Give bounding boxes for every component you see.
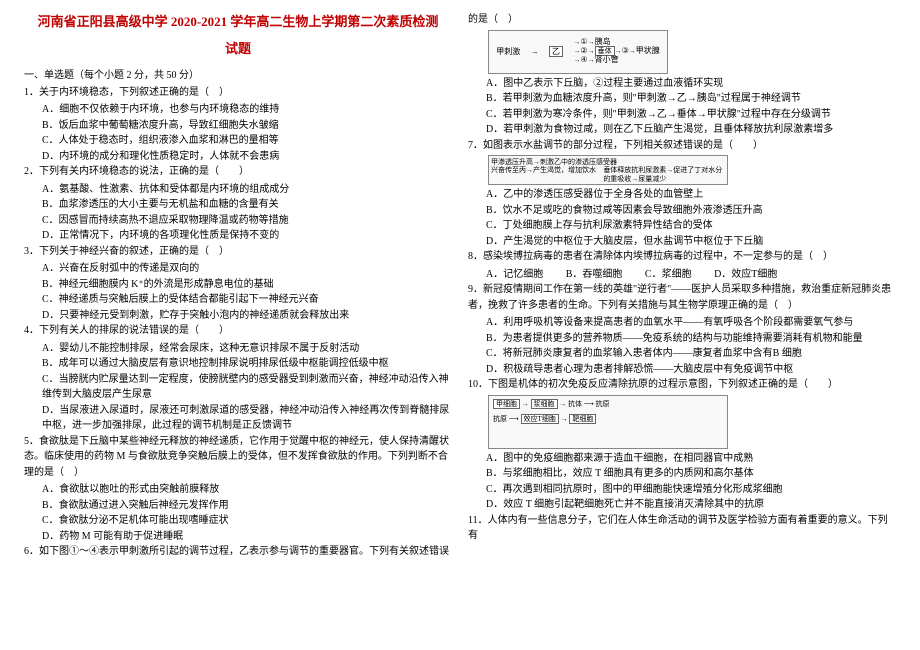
q10-opt-c: C．再次遇到相同抗原时，图中的甲细胞能快速增殖分化形成浆细胞: [468, 482, 896, 498]
dg3-t1: 甲细胞: [493, 399, 520, 409]
dg3-t4b: 抗原: [493, 415, 507, 423]
q2-opt-b: B．血浆渗透压的大小主要与无机盐和血糖的含量有关: [24, 197, 452, 213]
q2-stem: 2．下列有关内环境稳态的说法，正确的是（ ）: [24, 164, 452, 180]
exam-title-line2: 试题: [24, 39, 452, 60]
q9-opt-a: A．利用呼吸机等设备来提高患者的血氧水平——有氧呼吸各个阶段都需要氧气参与: [468, 315, 896, 331]
q9-opt-b: B．为患者提供更多的营养物质——免疫系统的结构与功能维持需要消耗有机物和能量: [468, 331, 896, 347]
q6-diagram: 甲刺激 → 乙 →①→胰岛 →②→垂体→③→甲状腺 →④→肾小管: [488, 30, 668, 74]
q8-opt-a: A．记忆细胞: [486, 269, 543, 280]
dg3-t6: 靶细胞: [569, 414, 596, 424]
q6-opt-c: C．若甲刺激为寒冷条件，则"甲刺激→乙→垂体→甲状腺"过程中存在分级调节: [468, 107, 896, 123]
q6-opt-d: D．若甲刺激为食物过咸，则在乙下丘脑产生渴觉，且垂体释放抗利尿激素增多: [468, 122, 896, 138]
dg2-line2: 兴奋传至丙→产生渴觉，增加饮水: [491, 166, 603, 183]
right-column: 的是（ ） 甲刺激 → 乙 →①→胰岛 →②→垂体→③→甲状腺 →④→肾小管 A…: [460, 12, 904, 638]
q2-opt-d: D．正常情况下，内环境的各项理化性质是保持不变的: [24, 228, 452, 244]
q3-opt-b: B．神经元细胞膜内 K⁺的外流是形成静息电位的基础: [24, 277, 452, 293]
q10-opt-d: D．效应 T 细胞引起靶细胞死亡并不能直接消灭清除其中的抗原: [468, 497, 896, 513]
q10-diagram: 甲细胞 → 浆细胞 → 抗体 ⟶ 抗原 抗原 ⟶ 效应T细胞 → 靶细胞: [488, 395, 728, 449]
dg1-t5: ②: [580, 46, 587, 55]
q7-opt-a: A．乙中的渗透压感受器位于全身各处的血管壁上: [468, 187, 896, 203]
q7-opt-c: C．丁处细胞膜上存与抗利尿激素特异性结合的受体: [468, 218, 896, 234]
q1-opt-c: C．人体处于稳态时，组织液渗入血浆和淋巴的量相等: [24, 133, 452, 149]
q3-opt-d: D．只要神经元受到刺激，贮存于突触小泡内的神经递质就会释放出来: [24, 308, 452, 324]
q1-opt-a: A．细胞不仅依赖于内环境，也参与内环境稳态的维持: [24, 102, 452, 118]
q9-opt-d: D．积极疏导患者心理为患者排解恐慌——大脑皮层中有免疫调节中枢: [468, 362, 896, 378]
q4-opt-c: C．当膀胱内贮尿量达到一定程度，使膀胱壁内的感受器受到刺激而兴奋，神经冲动沿传入…: [24, 372, 452, 403]
dg2-line3: 垂体释放抗利尿激素→促进了丁对水分的重吸收→尿量减少: [603, 166, 725, 183]
dg1-t4: 乙: [549, 46, 563, 58]
q4-opt-b: B．成年可以通过大脑皮层有意识地控制排尿说明排尿低级中枢能调控低级中枢: [24, 356, 452, 372]
q7-diagram: 甲渗透压升高→刺激乙中的渗透压感受器 兴奋传至丙→产生渴觉，增加饮水 垂体释放抗…: [488, 155, 728, 185]
q8-opts: A．记忆细胞 B．吞噬细胞 C．浆细胞 D．效应T细胞: [468, 267, 896, 283]
q1-opt-d: D．内环境的成分和理化性质稳定时，人体就不会患病: [24, 149, 452, 165]
q8-opt-c: C．浆细胞: [645, 269, 692, 280]
dg3-t2: 浆细胞: [531, 399, 558, 409]
exam-title-line1: 河南省正阳县高级中学 2020-2021 学年高二生物上学期第二次素质检测: [24, 12, 452, 33]
q7-stem: 7．如图表示水盐调节的部分过程，下列相关叙述错误的是（ ）: [468, 138, 896, 154]
dg1-t7: ③: [622, 46, 629, 55]
q3-stem: 3．下列关于神经兴奋的叙述，正确的是（ ）: [24, 244, 452, 260]
q10-opt-b: B．与浆细胞相比，效应 T 细胞具有更多的内质网和高尔基体: [468, 466, 896, 482]
q4-opt-d: D．当尿液进入尿道时，尿液还可刺激尿道的感受器，神经冲动沿传入神经再次传到脊髓排…: [24, 403, 452, 434]
q5-opt-a: A．食欲肽以胞吐的形式由突触前膜释放: [24, 482, 452, 498]
dg1-t10: 肾小管: [595, 55, 619, 64]
q1-opt-b: B．饭后血浆中葡萄糖浓度升高，导致红细胞失水皱缩: [24, 118, 452, 134]
q7-opt-d: D．产生渴觉的中枢位于大脑皮层，但水盐调节中枢位于下丘脑: [468, 234, 896, 250]
q5-opt-b: B．食欲肽通过进入突触后神经元发挥作用: [24, 498, 452, 514]
q6-opt-b: B．若甲刺激为血糖浓度升高，则"甲刺激→乙→胰岛"过程属于神经调节: [468, 91, 896, 107]
dg3-t5: 效应T细胞: [521, 414, 559, 424]
q8-stem: 8．感染埃博拉病毒的患者在清除体内埃博拉病毒的过程中，不一定参与的是（ ）: [468, 249, 896, 265]
dg1-t2: 胰岛: [595, 37, 611, 46]
q10-opt-a: A．图中的免疫细胞都来源于造血干细胞，在相同器官中成熟: [468, 451, 896, 467]
q3-opt-c: C．神经递质与突触后膜上的受体结合都能引起下一神经元兴奋: [24, 292, 452, 308]
q11-stem: 11．人体内有一些信息分子，它们在人体生命活动的调节及医学检验方面有着重要的意义…: [468, 513, 896, 544]
q10-stem: 10．下图是机体的初次免疫反应清除抗原的过程示意图，下列叙述正确的是（ ）: [468, 377, 896, 393]
dg1-t8: 甲状腺: [636, 46, 660, 55]
q5-opt-d: D．药物 M 可能有助于促进睡眠: [24, 529, 452, 545]
q8-opt-d: D．效应T细胞: [714, 269, 777, 280]
left-column: 河南省正阳县高级中学 2020-2021 学年高二生物上学期第二次素质检测 试题…: [16, 12, 460, 638]
q5-stem: 5．食欲肽是下丘脑中某些神经元释放的神经递质，它作用于觉醒中枢的神经元，使人保持…: [24, 434, 452, 481]
q1-stem: 1．关于内环境稳态，下列叙述正确的是（ ）: [24, 85, 452, 101]
dg3-t4: 抗原: [596, 400, 610, 408]
q8-opt-b: B．吞噬细胞: [566, 269, 623, 280]
q4-opt-a: A．婴幼儿不能控制排尿，经常会尿床，这种无意识排尿不属于反射活动: [24, 341, 452, 357]
q7-opt-b: B．饮水不足或吃的食物过咸等因素会导致细胞外液渗透压升高: [468, 203, 896, 219]
dg1-t1: ①: [580, 37, 587, 46]
q2-opt-a: A．氨基酸、性激素、抗体和受体都是内环境的组成成分: [24, 182, 452, 198]
dg1-t3: 甲刺激: [496, 47, 520, 57]
q6-cont: 的是（ ）: [468, 12, 896, 28]
section-1-heading: 一、单选题（每个小题 2 分，共 50 分）: [24, 66, 452, 81]
dg1-t9: ④: [580, 55, 587, 64]
q9-opt-c: C．将新冠肺炎康复者的血浆输入患者体内——康复者血浆中含有B 细胞: [468, 346, 896, 362]
q6-opt-a: A．图中乙表示下丘脑，②过程主要通过血液循环实现: [468, 76, 896, 92]
q2-opt-c: C．因感冒而持续高热不退应采取物理降温或药物等措施: [24, 213, 452, 229]
dg3-t3: 抗体: [568, 400, 582, 408]
q6-stem: 6．如下图①～④表示甲刺激所引起的调节过程，乙表示参与调节的重要器官。下列有关叙…: [24, 544, 452, 560]
q4-stem: 4．下列有关人的排尿的说法错误的是（ ）: [24, 323, 452, 339]
q9-stem: 9．新冠疫情期间工作在第一线的英雄"逆行者"——医护人员采取多种措施，救治重症新…: [468, 282, 896, 313]
q3-opt-a: A．兴奋在反射弧中的传递是双向的: [24, 261, 452, 277]
q5-opt-c: C．食欲肽分泌不足机体可能出现嗜睡症状: [24, 513, 452, 529]
